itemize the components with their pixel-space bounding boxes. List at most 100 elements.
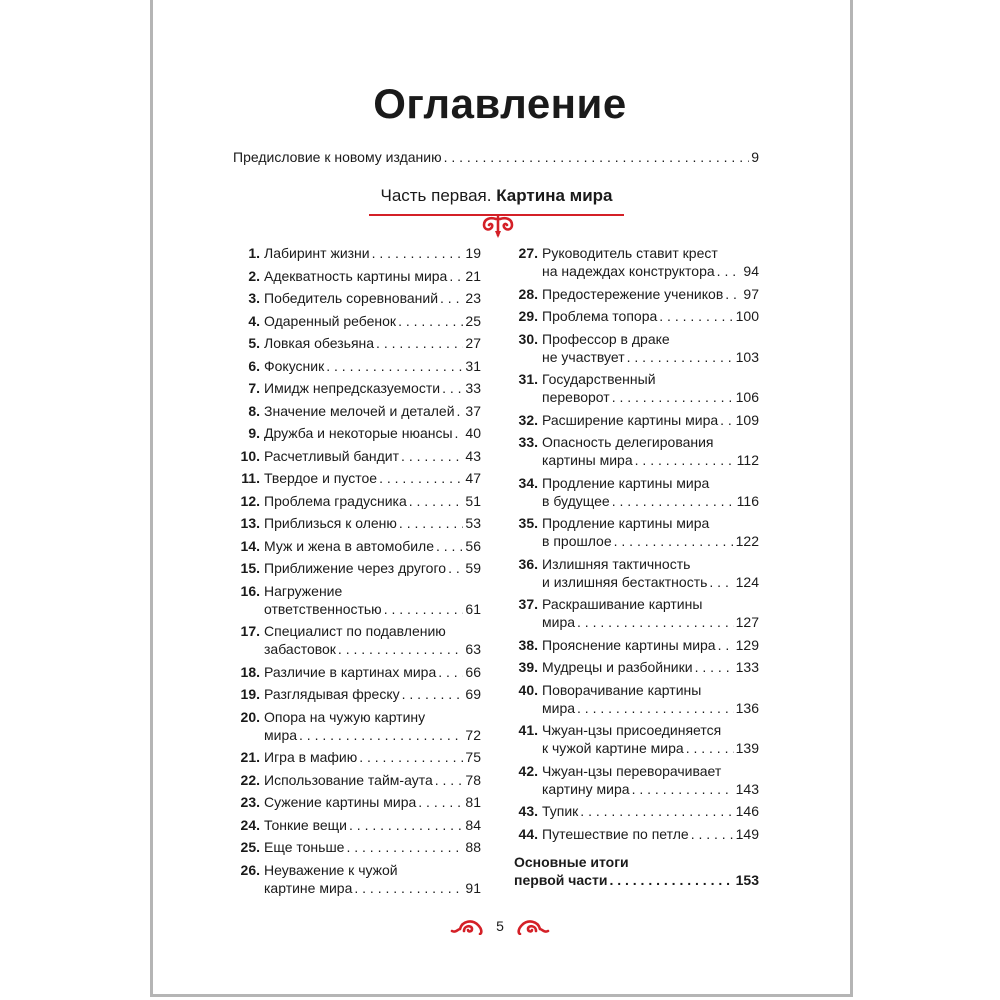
entry-line: Адекватность картины мира 21: [264, 267, 481, 285]
entry-number: 17.: [240, 623, 260, 639]
dot-leader: [409, 492, 464, 510]
entry-body: Использование тайм-аута 78: [264, 771, 481, 789]
toc-entry[interactable]: 41. Чжуан-цзы присоединяется к чужой карти…: [500, 721, 759, 762]
toc-entry[interactable]: 43.Тупик 146: [500, 802, 759, 825]
entry-line: Поворачивание картины: [542, 681, 759, 699]
dot-leader: [435, 771, 464, 789]
toc-entry[interactable]: 32.Расширение картины мира 109: [500, 411, 759, 434]
entry-page: 112: [736, 452, 759, 468]
entry-line: Мудрецы и разбойники 133: [542, 658, 759, 676]
dot-leader: [449, 267, 463, 285]
toc-entry[interactable]: 27. Руководитель ставит крест на надеждах …: [500, 244, 759, 285]
entry-page: 53: [465, 515, 481, 531]
toc-entry[interactable]: 9.Дружба и некоторые нюансы 40: [222, 424, 481, 447]
entry-page: 61: [465, 600, 481, 617]
page-title: Оглавление: [373, 80, 627, 127]
toc-entry[interactable]: 1.Лабиринт жизни 19: [222, 244, 481, 267]
toc-entry[interactable]: 24.Тонкие вещи 84: [222, 816, 481, 839]
toc-entry[interactable]: 12.Проблема градусника 51: [222, 492, 481, 515]
entry-page: 143: [735, 780, 759, 797]
toc-entry[interactable]: 38.Прояснение картины мира 129: [500, 636, 759, 659]
toc-entry[interactable]: 6.Фокусник 31: [222, 357, 481, 380]
entry-number: 28.: [518, 285, 538, 302]
toc-entry[interactable]: 17.Специалист по подавлению забастовок 63: [222, 622, 481, 663]
toc-entry[interactable]: 35.Продление картины мира в прошлое 122: [500, 514, 759, 555]
entry-title-text: Приближение через другого: [264, 560, 447, 576]
entry-number: 5.: [248, 335, 260, 351]
toc-summary-entry[interactable]: Основные итоги первой части 153: [500, 853, 759, 894]
toc-preface[interactable]: Предисловие к новому изданию 9: [233, 149, 759, 165]
entry-number: 36.: [518, 555, 538, 572]
entry-title-text: Муж и жена в автомобиле: [264, 537, 434, 554]
toc-entry[interactable]: 10.Расчетливый бандит 43: [222, 447, 481, 470]
entry-line: Различие в картинах мира 66: [264, 663, 481, 681]
entry-number: 43.: [518, 803, 538, 819]
toc-entry[interactable]: 29.Проблема топора 100: [500, 307, 759, 330]
entry-number: 24.: [240, 816, 260, 833]
entry-number: 14.: [240, 537, 260, 554]
toc-entry[interactable]: 37.Раскрашивание картины мира 127: [500, 595, 759, 636]
entry-line: картине мира 91: [264, 879, 481, 897]
toc-entry[interactable]: 2.Адекватность картины мира 21: [222, 267, 481, 290]
entry-number: 16.: [240, 582, 260, 599]
toc-entry[interactable]: 19.Разглядывая фреску 69: [222, 685, 481, 708]
entry-body: Продление картины мира в прошлое 122: [542, 514, 759, 550]
entry-body: Проблема топора 100: [542, 307, 759, 325]
toc-entry[interactable]: 25.Еще тоньше 88: [222, 838, 481, 861]
entry-line: Чжуан-цзы переворачивает: [542, 762, 759, 780]
toc-entry[interactable]: 21.Игра в мафию 75: [222, 748, 481, 771]
entry-title-text: Тонкие вещи: [264, 816, 348, 833]
entry-line: Расширение картины мира 109: [542, 411, 759, 429]
entry-number: 2.: [248, 267, 260, 284]
toc-entry[interactable]: 22.Использование тайм-аута 78: [222, 771, 481, 794]
toc-entry[interactable]: 7.Имидж непредсказуемости 33: [222, 379, 481, 402]
toc-entry[interactable]: 36. Излишняя тактичность и излишняя бестак…: [500, 555, 759, 596]
toc-entry[interactable]: 39.Мудрецы и разбойники 133: [500, 658, 759, 681]
dot-leader: [444, 149, 750, 165]
entry-page: 78: [465, 771, 481, 788]
entry-body: Имидж непредсказуемости 33: [264, 379, 481, 397]
toc-entry[interactable]: 8.Значение мелочей и деталей 37: [222, 402, 481, 425]
entry-line: не участвует 103: [542, 348, 759, 366]
entry-line: Разглядывая фреску 69: [264, 685, 481, 703]
toc-entry[interactable]: 4.Одаренный ребенок 25: [222, 312, 481, 335]
entry-line: в прошлое 122: [542, 532, 759, 550]
toc-entry[interactable]: 28.Предостережение учеников 97: [500, 285, 759, 308]
dot-leader: [577, 699, 734, 717]
toc-entry[interactable]: 23.Сужение картины мира 81: [222, 793, 481, 816]
toc-entry[interactable]: 33.Опасность делегирования картины мира 11…: [500, 433, 759, 474]
toc-entry[interactable]: 18.Различие в картинах мира 66: [222, 663, 481, 686]
toc-entry[interactable]: 5.Ловкая обезьяна 27: [222, 334, 481, 357]
entry-title-text: Предостережение учеников: [542, 285, 724, 302]
entry-body: Путешествие по петле 149: [542, 825, 759, 843]
entry-title-text: первой части: [514, 872, 608, 888]
entry-title-text: Победитель соревнований: [264, 290, 439, 306]
entry-title-text: Одаренный ребенок: [264, 312, 397, 329]
entry-line: Лабиринт жизни 19: [264, 244, 481, 262]
entry-title-text: Ловкая обезьяна: [264, 335, 375, 351]
toc-entry[interactable]: 13.Приблизься к оленю 53: [222, 514, 481, 537]
entry-title-text: мира: [542, 614, 576, 630]
toc-entry[interactable]: 44.Путешествие по петле 149: [500, 825, 759, 848]
entry-body: Расширение картины мира 109: [542, 411, 759, 429]
toc-entry[interactable]: 11.Твердое и пустое 47: [222, 469, 481, 492]
dot-leader: [632, 780, 734, 798]
entry-line: к чужой картине мира 139: [542, 739, 759, 757]
toc-entry[interactable]: 14.Муж и жена в автомобиле 56: [222, 537, 481, 560]
entry-body: Еще тоньше 88: [264, 838, 481, 856]
toc-entry[interactable]: 31.Государственный переворот 106: [500, 370, 759, 411]
entry-page: 116: [736, 492, 759, 509]
toc-entry[interactable]: 15.Приближение через другого 59: [222, 559, 481, 582]
entry-body: Игра в мафию 75: [264, 748, 481, 766]
toc-entry[interactable]: 3.Победитель соревнований 23: [222, 289, 481, 312]
entry-line: ответственностью 61: [264, 600, 481, 618]
